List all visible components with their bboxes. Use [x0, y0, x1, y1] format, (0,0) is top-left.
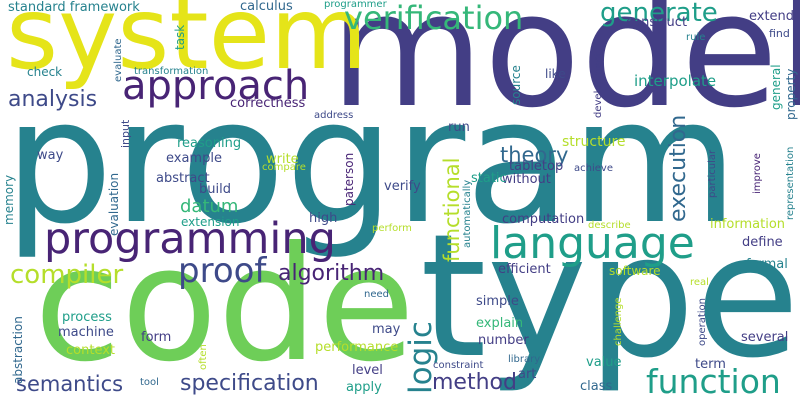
- word-compiler: compiler: [10, 260, 124, 290]
- word-input: input: [119, 119, 132, 148]
- word-functional: functional: [440, 157, 464, 263]
- word-development: development: [593, 52, 604, 118]
- word-art: art: [518, 367, 537, 382]
- word-generate: generate: [600, 0, 718, 28]
- word-apply: apply: [346, 380, 382, 395]
- word-execution: execution: [666, 114, 691, 222]
- word-simple: simple: [476, 294, 519, 309]
- word-structure: structure: [562, 134, 626, 150]
- word-memory: memory: [2, 174, 16, 225]
- word-paterson: paterson: [342, 152, 356, 206]
- word-efficient: efficient: [498, 262, 551, 277]
- word-without: without: [502, 172, 551, 187]
- word-tool: tool: [140, 377, 159, 388]
- word-property: property: [784, 68, 798, 120]
- word-transformation: transformation: [134, 66, 209, 77]
- word-challenge: challenge: [613, 297, 624, 346]
- word-form: form: [141, 330, 172, 345]
- word-need: need: [364, 289, 389, 300]
- word-system: system: [6, 0, 368, 92]
- word-compare: compare: [262, 162, 306, 173]
- word-operation: operation: [697, 297, 708, 346]
- word-construct: construct: [626, 15, 688, 30]
- word-model: model: [330, 0, 800, 143]
- word-standard-framework: standard framework: [8, 0, 140, 15]
- word-abstract: abstract: [156, 171, 210, 186]
- word-program: program: [4, 61, 739, 262]
- word-computation: computation: [502, 212, 585, 227]
- word-formal: formal: [746, 257, 788, 272]
- word-example: example: [166, 151, 222, 166]
- word-address: address: [314, 110, 354, 121]
- word-approach: approach: [122, 63, 310, 109]
- word-algorithm: algorithm: [278, 261, 385, 286]
- word-constraint: constraint: [433, 360, 484, 371]
- word-context: context: [66, 343, 115, 358]
- word-check: check: [27, 65, 63, 79]
- word-static: static: [471, 171, 507, 186]
- word-verification: verification: [344, 0, 524, 37]
- word-proof: proof: [178, 251, 267, 291]
- word-explain: explain: [476, 316, 524, 331]
- word-write: write: [266, 152, 299, 167]
- word-real: real: [690, 277, 709, 288]
- word-run: run: [448, 120, 470, 135]
- word-often: often: [198, 344, 209, 370]
- word-source: source: [509, 65, 523, 105]
- word-achieve: achieve: [574, 163, 613, 174]
- word-analysis: analysis: [8, 87, 98, 112]
- word-find: find: [769, 27, 790, 40]
- word-programmer: programmer: [324, 0, 387, 10]
- word-machine: machine: [58, 325, 114, 340]
- word-type: type: [420, 198, 800, 396]
- word-evaluation: evaluation: [107, 172, 121, 236]
- word-correctness: correctness: [230, 96, 306, 111]
- word-theory: theory: [500, 143, 569, 167]
- word-high: high: [309, 211, 338, 226]
- word-define: define: [742, 235, 783, 250]
- word-code: code: [34, 213, 416, 397]
- word-perform: perform: [372, 223, 412, 234]
- word-class: class: [580, 379, 613, 394]
- word-extension: extension: [181, 215, 240, 229]
- word-automatically: automatically: [462, 179, 473, 248]
- word-representation: representation: [785, 146, 796, 220]
- word-describe: describe: [588, 220, 631, 231]
- word-general: general: [769, 64, 783, 110]
- word-improve: improve: [752, 153, 763, 194]
- word-performance: performance: [315, 340, 399, 355]
- word-term: term: [695, 357, 726, 372]
- word-rule: rule: [686, 32, 706, 43]
- word-several: several: [741, 330, 789, 345]
- word-language: language: [490, 218, 695, 269]
- word-build: build: [199, 182, 231, 197]
- word-number: number: [478, 333, 529, 348]
- word-datum: datum: [180, 196, 239, 217]
- word-semantics: semantics: [16, 372, 124, 396]
- word-programming: programming: [44, 214, 336, 264]
- word-level: level: [352, 363, 383, 378]
- word-task: task: [173, 24, 187, 50]
- word-calculus: calculus: [240, 0, 293, 14]
- word-library: library: [508, 354, 541, 365]
- word-method: method: [432, 370, 517, 395]
- word-software: software: [609, 264, 661, 278]
- word-may: may: [372, 322, 401, 337]
- word-like: like: [545, 67, 566, 81]
- word-reasoning: reasoning: [177, 136, 242, 151]
- word-verify: verify: [384, 179, 421, 194]
- word-tabletop: tabletop: [509, 159, 564, 174]
- word-process: process: [62, 310, 112, 325]
- word-particular: particular: [707, 149, 718, 198]
- word-evaluate: evaluate: [113, 38, 124, 82]
- word-abstraction: abstraction: [11, 316, 25, 384]
- word-function: function: [646, 362, 781, 400]
- word-extend: extend: [749, 9, 795, 24]
- word-value: value: [586, 355, 622, 370]
- word-way: way: [37, 148, 64, 163]
- word-information: information: [710, 217, 786, 232]
- word-interpolate: interpolate: [634, 72, 717, 90]
- word-specification: specification: [180, 371, 319, 396]
